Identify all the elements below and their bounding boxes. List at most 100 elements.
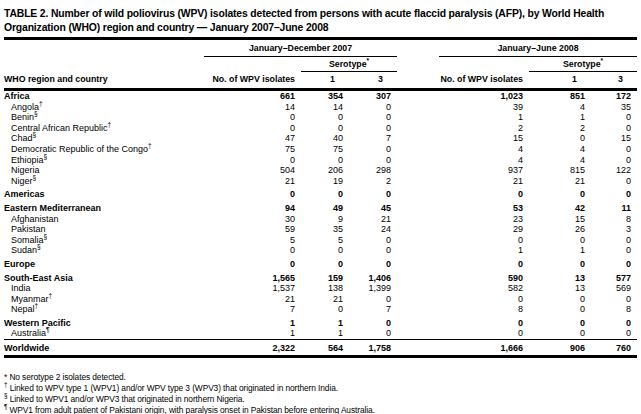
value-cell: 0 (204, 155, 301, 166)
column-gap (397, 270, 439, 284)
value-cell: 564 (301, 340, 349, 357)
value-cell: 1,023 (439, 90, 529, 102)
table-row: Africa6613543071,023851172 (4, 90, 637, 102)
blank-cell (4, 57, 204, 72)
table-row: Chad§4740715015 (4, 133, 637, 144)
value-cell: 1,537 (204, 283, 301, 294)
value-cell: 1 (204, 315, 301, 329)
value-cell: 1 (529, 245, 591, 256)
value-cell: 15 (529, 214, 591, 225)
value-cell: 0 (349, 186, 397, 200)
value-cell: 569 (591, 283, 637, 294)
value-cell: 0 (349, 328, 397, 339)
table-body: Africa6613543071,023851172Angola†1414039… (4, 90, 637, 357)
value-cell: 0 (349, 155, 397, 166)
value-cell: 0 (301, 304, 349, 315)
row-label: Worldwide (4, 340, 204, 357)
value-cell: 0 (591, 186, 637, 200)
value-cell: 2 (349, 176, 397, 187)
column-gap (397, 304, 439, 315)
value-cell: 0 (591, 245, 637, 256)
value-cell: 40 (301, 133, 349, 144)
value-cell: 21 (529, 176, 591, 187)
footnote-marker: † (108, 121, 112, 128)
value-cell: 15 (439, 133, 529, 144)
column-gap (397, 315, 439, 329)
value-cell: 11 (591, 200, 637, 214)
value-cell: 0 (439, 294, 529, 305)
value-cell: 0 (301, 123, 349, 134)
value-cell: 172 (591, 90, 637, 102)
value-cell: 1,565 (204, 270, 301, 284)
value-cell: 7 (349, 304, 397, 315)
footnote-marker: § (37, 243, 41, 250)
row-label: Americas (4, 186, 204, 200)
column-header-row: WHO region and country No. of WPV isolat… (4, 72, 637, 90)
table-row: Niger§2119221210 (4, 176, 637, 187)
footnote-marker: § (33, 131, 37, 138)
value-cell: 42 (529, 200, 591, 214)
table-row: Myanmar†21210000 (4, 294, 637, 305)
table-row: Nigeria504206298937815122 (4, 165, 637, 176)
footnote-marker: † (35, 302, 39, 309)
value-cell: 0 (439, 328, 529, 339)
value-cell: 49 (301, 200, 349, 214)
table-row: Americas000000 (4, 186, 637, 200)
table-row: Pakistan59352429263 (4, 224, 637, 235)
table-row: Central African Republic†000220 (4, 123, 637, 134)
value-cell: 0 (349, 256, 397, 270)
value-cell: 122 (591, 165, 637, 176)
column-gap (397, 57, 439, 72)
value-cell: 4 (529, 102, 591, 113)
footnote-marker: † (39, 100, 43, 107)
value-cell: 7 (349, 133, 397, 144)
row-label: Sudan§ (4, 245, 204, 256)
serotype-header-2008: Serotype* (529, 57, 637, 72)
table-row: Somalia§550000 (4, 235, 637, 246)
value-cell: 1 (529, 112, 591, 123)
table-row: Europe000000 (4, 256, 637, 270)
value-cell: 21 (439, 176, 529, 187)
blank-cell (204, 57, 301, 72)
footnote-marker: § (4, 392, 7, 399)
value-cell: 0 (204, 186, 301, 200)
col-group-2007: January–December 2007 (204, 40, 397, 57)
column-gap (397, 328, 439, 339)
table-row: Ethiopia§000440 (4, 155, 637, 166)
value-cell: 4 (439, 144, 529, 155)
row-label: Pakistan (4, 224, 204, 235)
row-label: Afghanistan (4, 214, 204, 225)
value-cell: 39 (439, 102, 529, 113)
value-cell: 9 (301, 214, 349, 225)
footnote-marker: § (33, 174, 37, 181)
column-gap (397, 245, 439, 256)
row-label: Benin§ (4, 112, 204, 123)
column-gap (397, 40, 439, 57)
value-cell: 815 (529, 165, 591, 176)
table-row: India1,5371381,39958213569 (4, 283, 637, 294)
value-cell: 19 (301, 176, 349, 187)
serotype1-column-header-2007: 1 (301, 72, 349, 90)
value-cell: 3 (591, 224, 637, 235)
value-cell: 0 (349, 315, 397, 329)
value-cell: 0 (349, 235, 397, 246)
value-cell: 0 (349, 294, 397, 305)
value-cell: 21 (301, 294, 349, 305)
blank-cell (4, 40, 204, 57)
table-row: South-East Asia1,5651591,40659013577 (4, 270, 637, 284)
serotype-asterisk: * (601, 57, 604, 64)
footnotes: * No serotype 2 isolates detected.† Link… (4, 372, 637, 414)
value-cell: 206 (301, 165, 349, 176)
value-cell: 0 (301, 245, 349, 256)
column-gap (397, 340, 439, 357)
serotype3-column-header-2008: 3 (591, 72, 637, 90)
row-label: Somalia§ (4, 235, 204, 246)
footnote-marker: § (34, 110, 38, 117)
row-label: Niger§ (4, 176, 204, 187)
value-cell: 0 (529, 256, 591, 270)
value-cell: 0 (591, 315, 637, 329)
footnote-marker: § (44, 233, 48, 240)
value-cell: 23 (439, 214, 529, 225)
value-cell: 590 (439, 270, 529, 284)
value-cell: 0 (349, 144, 397, 155)
